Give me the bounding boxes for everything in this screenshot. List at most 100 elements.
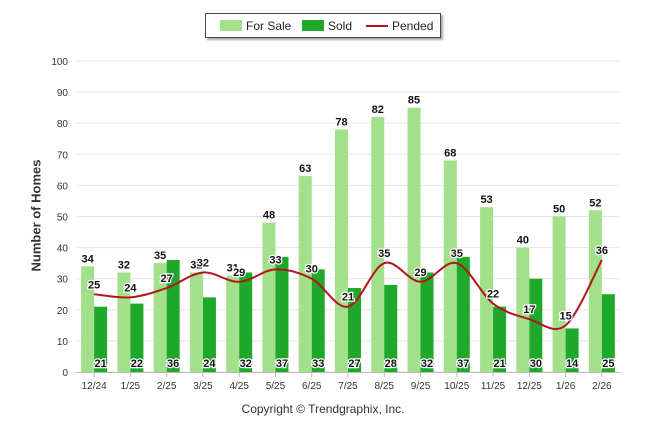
bar-sold <box>130 303 144 372</box>
legend: For Sale Sold Pended <box>205 13 441 38</box>
x-tick-label: 2/26 <box>592 381 612 392</box>
label-pended: 25 <box>88 279 100 291</box>
x-tick-label: 4/25 <box>229 381 249 392</box>
label-pended: 17 <box>523 304 535 316</box>
bar-sold <box>529 278 543 372</box>
bar-for-sale <box>516 247 530 372</box>
x-tick-label: 5/25 <box>266 381 286 392</box>
label-pended: 29 <box>233 267 245 279</box>
label-sold: 22 <box>131 358 143 370</box>
label-pended: 32 <box>197 257 209 269</box>
legend-label-pended: Pended <box>392 19 434 33</box>
x-tick-label: 2/25 <box>157 381 177 392</box>
bar-sold <box>348 288 361 372</box>
bar-sold <box>166 260 180 372</box>
label-sold: 24 <box>203 358 216 370</box>
legend-label-sold: Sold <box>328 19 353 33</box>
bar-for-sale <box>189 272 203 372</box>
bar-for-sale <box>81 266 95 372</box>
bar-sold <box>239 272 253 372</box>
label-sold: 14 <box>566 358 579 370</box>
legend-swatch-sold <box>302 20 324 31</box>
bar-for-sale <box>298 176 312 372</box>
bar-for-sale <box>371 116 385 372</box>
label-sold: 36 <box>167 358 179 370</box>
label-pended: 36 <box>596 245 608 257</box>
label-sold: 30 <box>530 358 542 370</box>
label-sold: 28 <box>385 358 397 370</box>
y-tick-label: 40 <box>57 244 69 255</box>
y-tick-label: 70 <box>57 150 69 161</box>
bar-for-sale <box>443 160 457 372</box>
label-pended: 21 <box>342 292 354 304</box>
label-pended: 29 <box>414 267 426 279</box>
label-for-sale: 82 <box>372 104 384 116</box>
x-tick-label: 9/25 <box>411 381 431 392</box>
y-tick-label: 20 <box>57 306 69 317</box>
data-labels: 34 21 25 32 22 24 35 36 27 32 24 32 31 32 29 48 37 33 63 33… <box>80 93 615 371</box>
bar-for-sale <box>480 207 494 372</box>
label-for-sale: 78 <box>335 116 347 128</box>
y-tick-label: 90 <box>57 88 69 99</box>
label-sold: 25 <box>602 358 614 370</box>
label-for-sale: 32 <box>118 259 130 271</box>
label-pended: 35 <box>378 248 390 260</box>
bar-sold <box>456 256 470 372</box>
y-tick-label: 30 <box>57 275 69 286</box>
x-tick-label: 6/25 <box>302 381 322 392</box>
y-axis-ticks: 0 10 20 30 40 50 60 70 80 90 100 <box>51 57 68 379</box>
label-sold: 33 <box>312 358 324 370</box>
x-tick-label: 3/25 <box>193 381 213 392</box>
bar-sold <box>420 272 434 372</box>
label-for-sale: 35 <box>154 250 166 262</box>
bar-sold <box>384 284 398 372</box>
x-tick-label: 8/25 <box>375 381 395 392</box>
label-for-sale: 85 <box>408 95 420 107</box>
legend-swatch-pended <box>366 25 388 27</box>
x-tick-label: 1/26 <box>556 381 576 392</box>
label-sold: 37 <box>276 358 288 370</box>
label-for-sale: 48 <box>263 210 275 222</box>
label-pended: 27 <box>161 273 173 285</box>
bar-for-sale <box>588 210 602 372</box>
label-pended: 30 <box>306 264 318 276</box>
label-for-sale: 63 <box>299 163 311 175</box>
bar-sold <box>601 294 615 372</box>
bar-for-sale <box>407 107 421 373</box>
legend-label-for-sale: For Sale <box>246 19 292 33</box>
pended-line <box>94 259 603 331</box>
bar-for-sale <box>335 129 348 372</box>
y-tick-label: 80 <box>57 119 69 130</box>
bar-sold <box>94 306 108 372</box>
label-for-sale: 52 <box>589 197 601 209</box>
x-tick-label: 10/25 <box>444 381 469 392</box>
label-pended: 15 <box>559 310 571 322</box>
label-for-sale: 34 <box>82 253 95 265</box>
bars <box>81 107 615 373</box>
label-sold: 21 <box>95 358 107 370</box>
label-pended: 24 <box>124 282 137 294</box>
y-axis-label: Number of Homes <box>28 159 44 272</box>
x-tick-label: 1/25 <box>121 381 141 392</box>
legend-swatch-for-sale <box>220 20 242 31</box>
label-for-sale: 40 <box>517 235 529 247</box>
y-tick-label: 60 <box>57 181 69 192</box>
x-tick-label: 12/25 <box>517 381 542 392</box>
label-pended: 33 <box>269 254 281 266</box>
y-tick-label: 10 <box>57 337 69 348</box>
x-tick-label: 11/25 <box>481 381 506 392</box>
y-tick-label: 50 <box>57 213 69 224</box>
bar-sold <box>275 256 289 372</box>
x-tick-label: 7/25 <box>338 381 358 392</box>
label-for-sale: 31 <box>227 263 239 275</box>
label-for-sale: 50 <box>553 204 565 216</box>
bar-sold <box>311 269 325 372</box>
label-pended: 35 <box>451 248 463 260</box>
x-tick-label: 12/24 <box>82 381 107 392</box>
bar-sold <box>202 297 216 372</box>
bar-for-sale <box>262 222 276 372</box>
y-tick-label: 100 <box>51 57 68 68</box>
label-sold: 32 <box>421 358 433 370</box>
bar-sold <box>493 306 507 372</box>
